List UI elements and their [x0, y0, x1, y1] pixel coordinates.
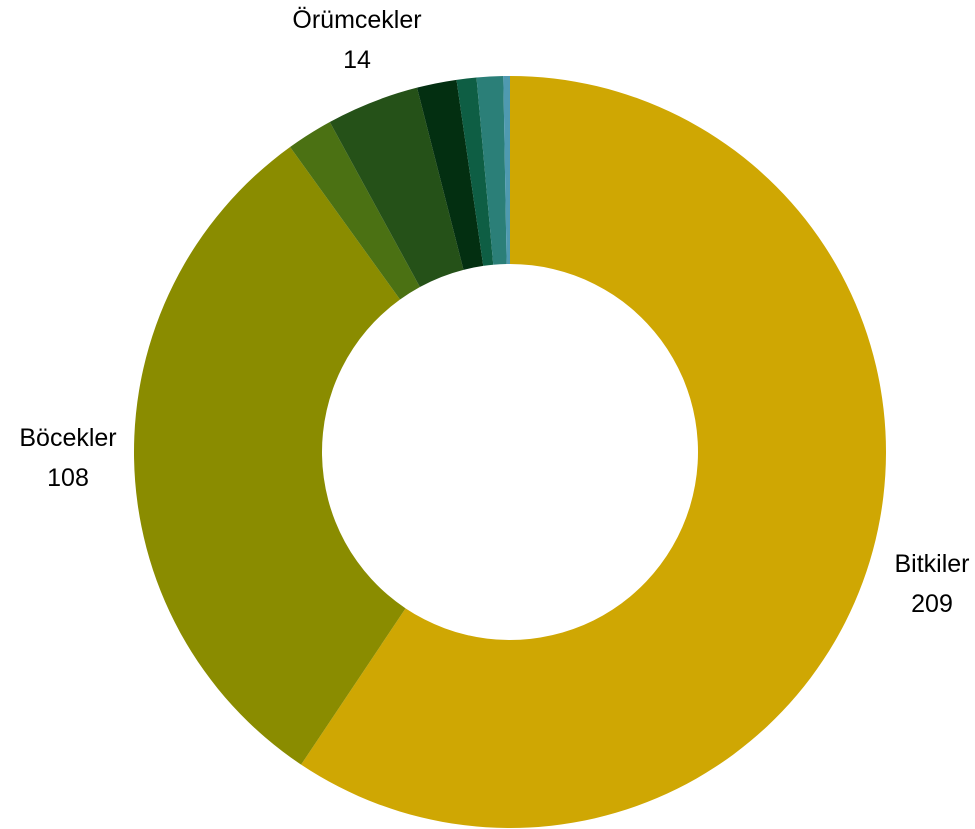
donut-slices	[134, 76, 886, 829]
label-value-b-cekler: 108	[47, 464, 89, 492]
label-name--r-mcekler: Örümcekler	[292, 6, 421, 34]
slice-unlabeled-4	[417, 79, 484, 270]
slice-b-cekler	[134, 147, 406, 765]
label-value-bitkiler: 209	[911, 590, 953, 618]
slice-labels: Bitkiler 209 Böcekler 108 Örümcekler 14	[19, 6, 969, 618]
slice-bitkiler	[301, 76, 886, 829]
slice-unlabeled-5	[456, 77, 494, 266]
slice-unlabeled-2	[290, 121, 420, 300]
slice-unlabeled-6	[476, 76, 507, 265]
label-value--r-mcekler: 14	[343, 46, 371, 74]
slice--r-mcekler	[329, 87, 464, 287]
slice-unlabeled-7	[503, 76, 510, 265]
label-name-b-cekler: Böcekler	[19, 424, 116, 452]
label-name-bitkiler: Bitkiler	[894, 550, 969, 578]
